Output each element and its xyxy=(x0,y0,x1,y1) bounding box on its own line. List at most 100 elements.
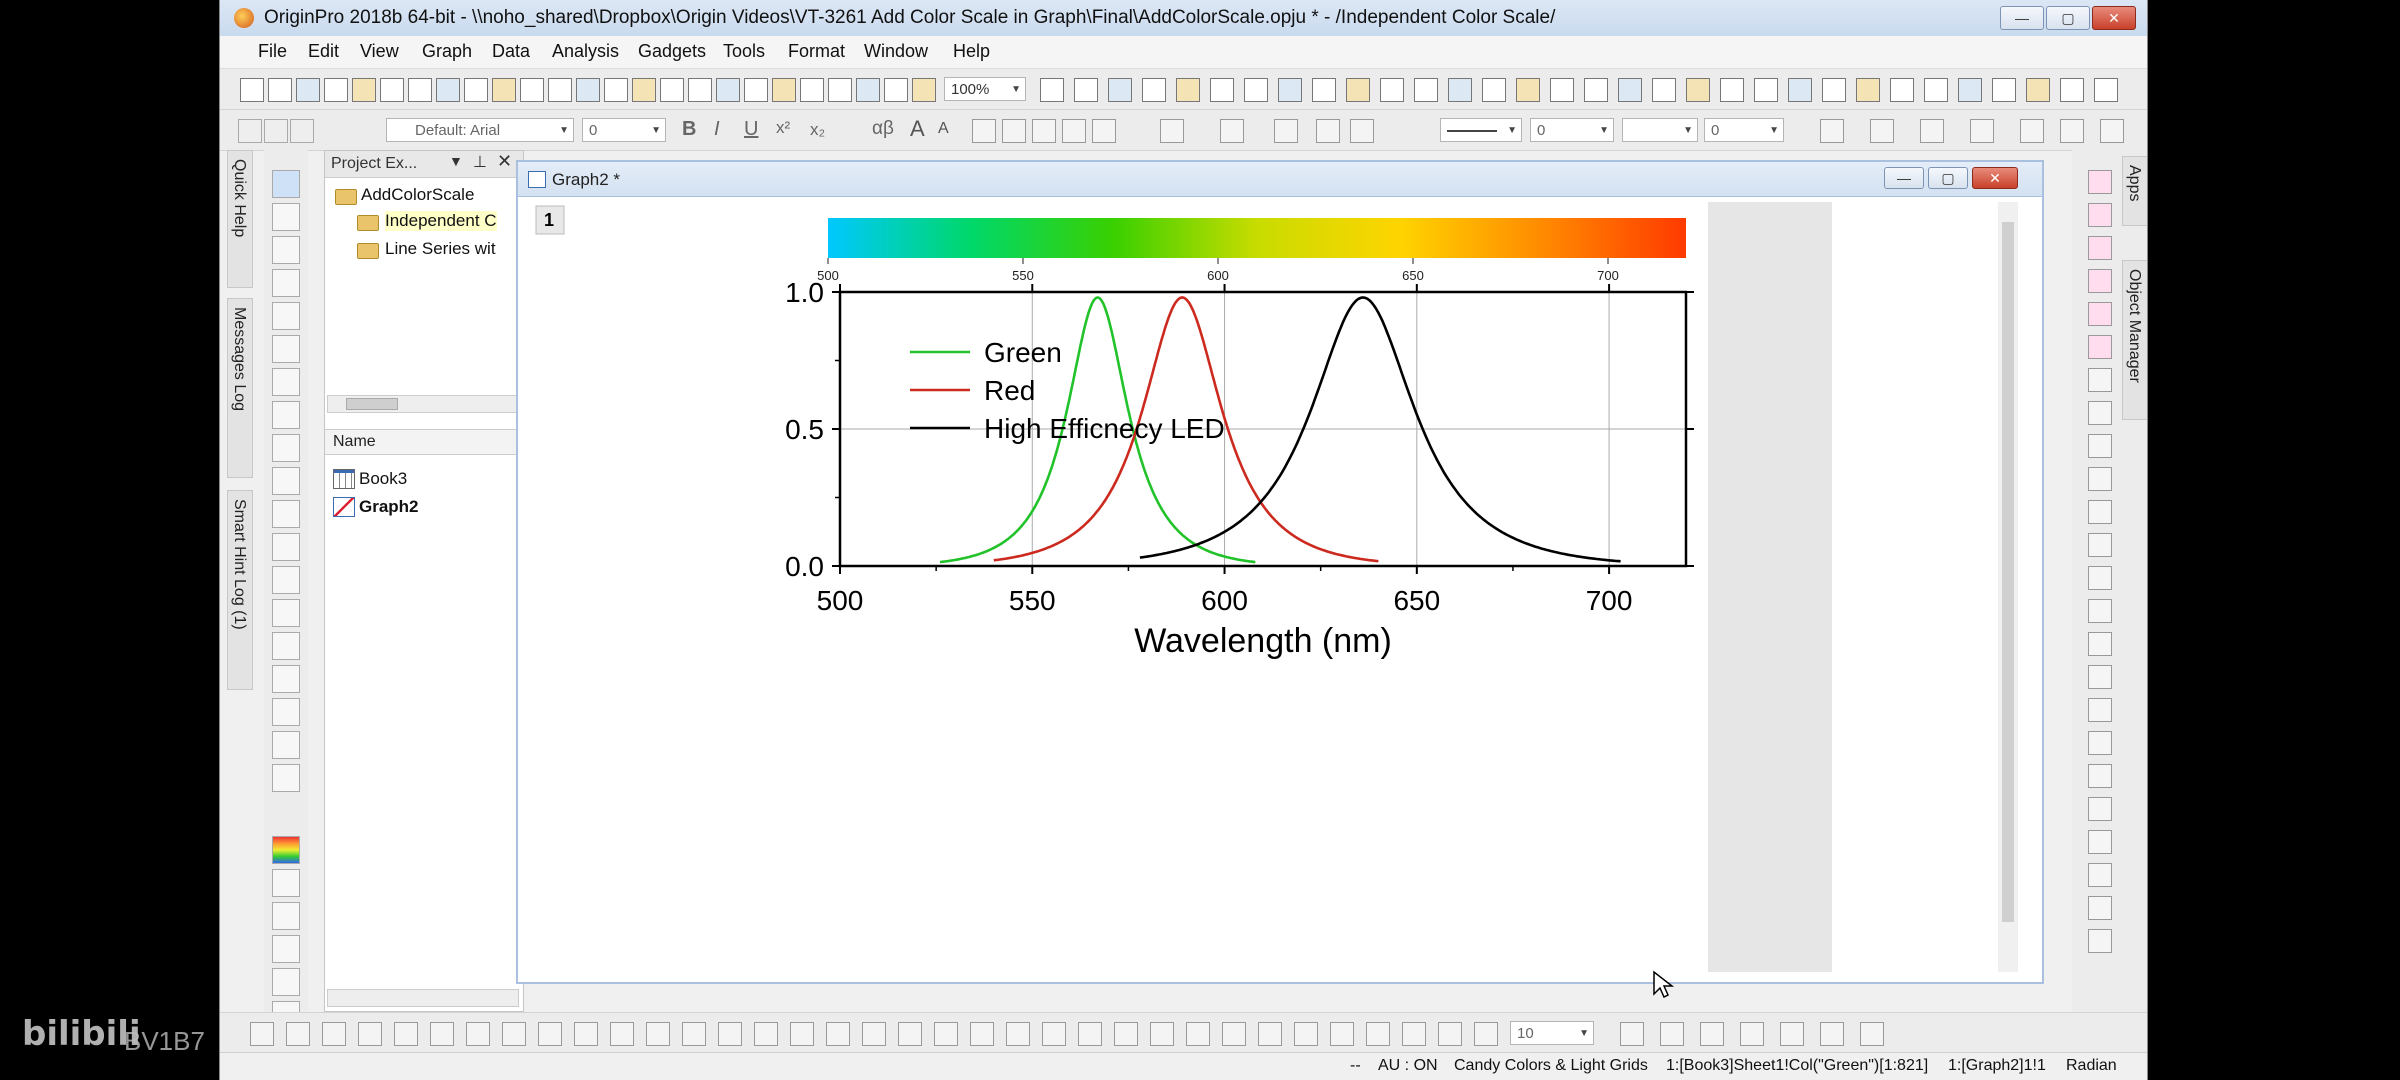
layer-tool-icon[interactable] xyxy=(2088,863,2112,887)
layer-tool-icon[interactable] xyxy=(2088,896,2112,920)
pin-icon[interactable]: ⊥ xyxy=(473,154,487,171)
chevron-down-icon[interactable]: ▼ xyxy=(449,153,463,169)
plot-type-button-icon[interactable] xyxy=(1222,1022,1246,1046)
format-button-icon[interactable] xyxy=(2060,119,2084,143)
grow-font-button[interactable]: A xyxy=(910,116,925,141)
toolbar-button-icon[interactable] xyxy=(408,78,432,102)
format-button-icon[interactable] xyxy=(972,119,996,143)
legend-label[interactable]: Green xyxy=(984,337,1062,368)
toolbar-button-icon[interactable] xyxy=(1754,78,1778,102)
tree-root[interactable]: AddColorScale xyxy=(361,185,475,204)
pointer-tool-icon[interactable] xyxy=(272,170,300,198)
arrange-button-icon[interactable] xyxy=(1660,1022,1684,1046)
tab-apps[interactable]: Apps xyxy=(2122,156,2147,226)
format-button-icon[interactable] xyxy=(1316,119,1340,143)
plot-type-button-icon[interactable] xyxy=(1186,1022,1210,1046)
toolbar-button-icon[interactable] xyxy=(352,78,376,102)
format-button-icon[interactable] xyxy=(1160,119,1184,143)
toolbar-button-icon[interactable] xyxy=(716,78,740,102)
graph-tool-icon[interactable] xyxy=(272,533,300,561)
arrange-button-icon[interactable] xyxy=(1780,1022,1804,1046)
toolbar-button-icon[interactable] xyxy=(1448,78,1472,102)
graph-tool-icon[interactable] xyxy=(272,665,300,693)
plot-type-button-icon[interactable] xyxy=(1150,1022,1174,1046)
plot-type-button-icon[interactable] xyxy=(682,1022,706,1046)
toolbar-button-icon[interactable] xyxy=(912,78,936,102)
plot-type-button-icon[interactable] xyxy=(826,1022,850,1046)
plot-type-button-icon[interactable] xyxy=(1402,1022,1426,1046)
toolbar-button-icon[interactable] xyxy=(268,78,292,102)
graph-tool-icon[interactable] xyxy=(272,968,300,996)
fill-color-combo[interactable]: ▼ xyxy=(1622,118,1698,142)
graph-page[interactable]: 1 500 550 600 650 700 500 550 600 650 700 0.0 0.5 1… xyxy=(528,202,2018,972)
horizontal-scrollbar[interactable] xyxy=(327,989,519,1007)
graph-maximize-button[interactable]: ▢ xyxy=(1928,167,1968,189)
format-button-icon[interactable] xyxy=(2100,119,2124,143)
format-button-icon[interactable] xyxy=(1062,119,1086,143)
color-scale[interactable]: 500 550 600 650 700 xyxy=(817,218,1686,283)
graph-close-button[interactable]: ✕ xyxy=(1972,167,2018,189)
toolbar-button-icon[interactable] xyxy=(1958,78,1982,102)
layer-tool-icon[interactable] xyxy=(2088,797,2112,821)
plot-type-button-icon[interactable] xyxy=(322,1022,346,1046)
menu-file[interactable]: File xyxy=(258,41,288,61)
layer-tool-icon[interactable] xyxy=(2088,203,2112,227)
layer-tool-icon[interactable] xyxy=(2088,929,2112,953)
plot-type-button-icon[interactable] xyxy=(358,1022,382,1046)
format-button-icon[interactable] xyxy=(1870,119,1894,143)
toolbar-button-icon[interactable] xyxy=(240,78,264,102)
menu-analysis[interactable]: Analysis xyxy=(552,41,620,61)
layer-tool-icon[interactable] xyxy=(2088,665,2112,689)
plot-type-button-icon[interactable] xyxy=(538,1022,562,1046)
toolbar-button-icon[interactable] xyxy=(1312,78,1336,102)
close-icon[interactable]: ✕ xyxy=(497,151,513,171)
menu-help[interactable]: Help xyxy=(953,41,991,61)
graph-minimize-button[interactable]: — xyxy=(1884,167,1924,189)
toolbar-button-icon[interactable] xyxy=(296,78,320,102)
toolbar-button-icon[interactable] xyxy=(1278,78,1302,102)
graph-tool-icon[interactable] xyxy=(272,869,300,897)
toolbar-button-icon[interactable] xyxy=(1652,78,1676,102)
toolbar-button-icon[interactable] xyxy=(688,78,712,102)
toolbar-button-icon[interactable] xyxy=(1516,78,1540,102)
bold-button[interactable]: B xyxy=(682,118,697,140)
toolbar-button-icon[interactable] xyxy=(324,78,348,102)
toolbar-button-icon[interactable] xyxy=(1686,78,1710,102)
scrollbar-thumb[interactable] xyxy=(346,398,398,410)
graph-tool-icon[interactable] xyxy=(272,764,300,792)
toolbar-button-icon[interactable] xyxy=(1720,78,1744,102)
graph-tool-icon[interactable] xyxy=(272,902,300,930)
toolbar-button-icon[interactable] xyxy=(380,78,404,102)
toolbar-button-icon[interactable] xyxy=(2060,78,2084,102)
plot-type-button-icon[interactable] xyxy=(718,1022,742,1046)
plot-type-button-icon[interactable] xyxy=(502,1022,526,1046)
layer-tool-icon[interactable] xyxy=(2088,599,2112,623)
minimize-button[interactable]: — xyxy=(2000,6,2044,30)
menu-view[interactable]: View xyxy=(360,41,399,61)
underline-button[interactable]: U xyxy=(744,118,759,140)
clipboard-button-icon[interactable] xyxy=(238,119,262,143)
layer-indicator[interactable] xyxy=(535,205,565,235)
plot-type-button-icon[interactable] xyxy=(1474,1022,1498,1046)
menu-tools[interactable]: Tools xyxy=(723,41,766,61)
toolbar-button-icon[interactable] xyxy=(1074,78,1098,102)
toolbar-button-icon[interactable] xyxy=(1788,78,1812,102)
toolbar-button-icon[interactable] xyxy=(2094,78,2118,102)
list-item-graph2[interactable]: Graph2 xyxy=(359,497,419,516)
toolbar-button-icon[interactable] xyxy=(1856,78,1880,102)
graph-tool-icon[interactable] xyxy=(272,467,300,495)
zoom-combo[interactable]: 100% ▼ xyxy=(944,77,1026,101)
layer-tool-icon[interactable] xyxy=(2088,170,2112,194)
toolbar-button-icon[interactable] xyxy=(548,78,572,102)
graph-tool-icon[interactable] xyxy=(272,401,300,429)
bottom-font-size-combo[interactable]: 10 ▼ xyxy=(1510,1021,1594,1045)
graph-tool-icon[interactable] xyxy=(272,203,300,231)
status-au[interactable]: AU : ON xyxy=(1378,1057,1438,1074)
toolbar-button-icon[interactable] xyxy=(856,78,880,102)
layer-tool-icon[interactable] xyxy=(2088,632,2112,656)
italic-button[interactable]: I xyxy=(714,118,720,140)
plot-type-button-icon[interactable] xyxy=(1114,1022,1138,1046)
toolbar-button-icon[interactable] xyxy=(1210,78,1234,102)
plot-type-button-icon[interactable] xyxy=(790,1022,814,1046)
toolbar-button-icon[interactable] xyxy=(492,78,516,102)
